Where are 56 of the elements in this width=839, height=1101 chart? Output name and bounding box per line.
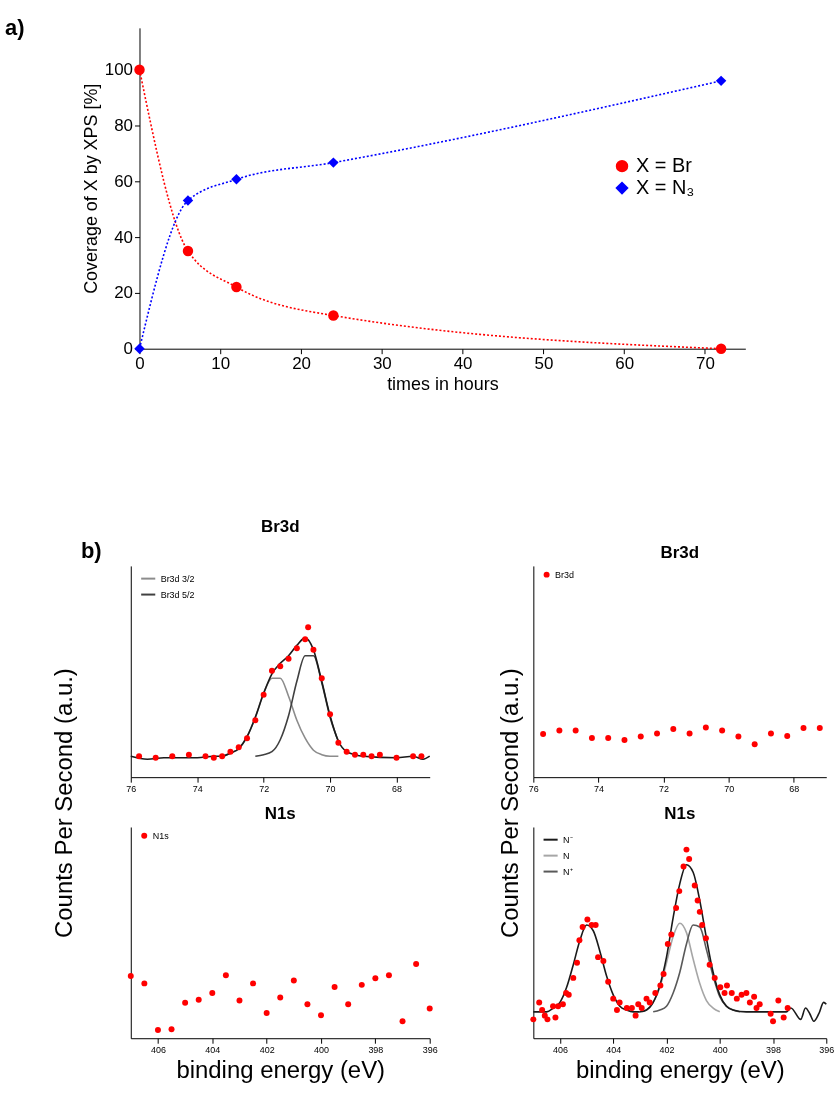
x-axis-title: binding energy (eV) <box>176 1055 386 1083</box>
legend-label: N⁻ <box>563 834 573 845</box>
x-tick-label: 50 <box>534 354 554 374</box>
y-tick-label: 80 <box>114 115 134 135</box>
legend-label: N <box>563 850 570 861</box>
x-tick-label: 72 <box>659 783 670 794</box>
chart-title: Br3d <box>260 517 300 537</box>
chart-title: Br3d <box>660 542 700 562</box>
x-tick-label: 40 <box>453 354 473 374</box>
y-axis-title: Coverage of X by XPS [%] <box>80 83 101 294</box>
x-tick-label: 68 <box>392 783 402 794</box>
x-tick-label: 76 <box>528 783 539 794</box>
x-tick-label: 398 <box>766 1044 782 1055</box>
legend-label: Br3d <box>555 569 575 580</box>
y-tick-label: 20 <box>114 283 134 303</box>
x-tick-label: 30 <box>372 354 392 374</box>
legend-label: X = Br <box>635 154 693 177</box>
x-tick-label: 402 <box>659 1044 675 1055</box>
legend-label: N1s <box>152 830 170 841</box>
x-tick-label: 68 <box>789 783 800 794</box>
x-tick-label: 74 <box>593 783 604 794</box>
x-tick-label: 396 <box>819 1044 835 1055</box>
x-tick-label: 404 <box>205 1044 221 1055</box>
x-tick-label: 404 <box>606 1044 622 1055</box>
x-tick-label: 406 <box>552 1044 568 1055</box>
legend-label: N⁺ <box>563 866 573 877</box>
chart-title: N1s <box>264 804 296 824</box>
y-axis-title: Counts Per Second (a.u.) <box>496 668 524 938</box>
text: a) <box>4 14 25 40</box>
x-tick-label: 60 <box>615 354 635 374</box>
y-axis-title: Counts Per Second (a.u.) <box>49 668 77 938</box>
x-tick-label: 402 <box>259 1044 275 1055</box>
x-tick-label: 72 <box>259 783 270 794</box>
x-tick-label: 400 <box>314 1044 329 1055</box>
legend-label: X = N₃ <box>635 176 695 199</box>
x-tick-label: 74 <box>192 783 203 794</box>
x-tick-label: 70 <box>696 354 715 374</box>
legend-label: Br3d 5/2 <box>160 589 195 600</box>
x-tick-label: 20 <box>292 354 311 374</box>
legend-label: Br3d 3/2 <box>160 573 195 584</box>
y-tick-label: 60 <box>114 171 134 191</box>
x-tick-label: 70 <box>325 783 336 794</box>
x-tick-label: 76 <box>126 783 137 794</box>
text: b) <box>80 537 102 563</box>
y-tick-label: 100 <box>104 60 134 80</box>
x-tick-label: 400 <box>712 1044 728 1055</box>
x-tick-label: 396 <box>422 1044 438 1055</box>
x-tick-label: 398 <box>368 1044 384 1055</box>
y-tick-label: 0 <box>123 339 134 359</box>
x-tick-label: 406 <box>150 1044 166 1055</box>
chart-title: N1s <box>664 804 696 824</box>
x-tick-label: 10 <box>211 354 231 374</box>
x-tick-label: 70 <box>724 783 735 794</box>
y-tick-label: 40 <box>114 227 134 247</box>
x-axis-title: times in hours <box>387 374 499 395</box>
x-axis-title: binding energy (eV) <box>575 1055 785 1083</box>
